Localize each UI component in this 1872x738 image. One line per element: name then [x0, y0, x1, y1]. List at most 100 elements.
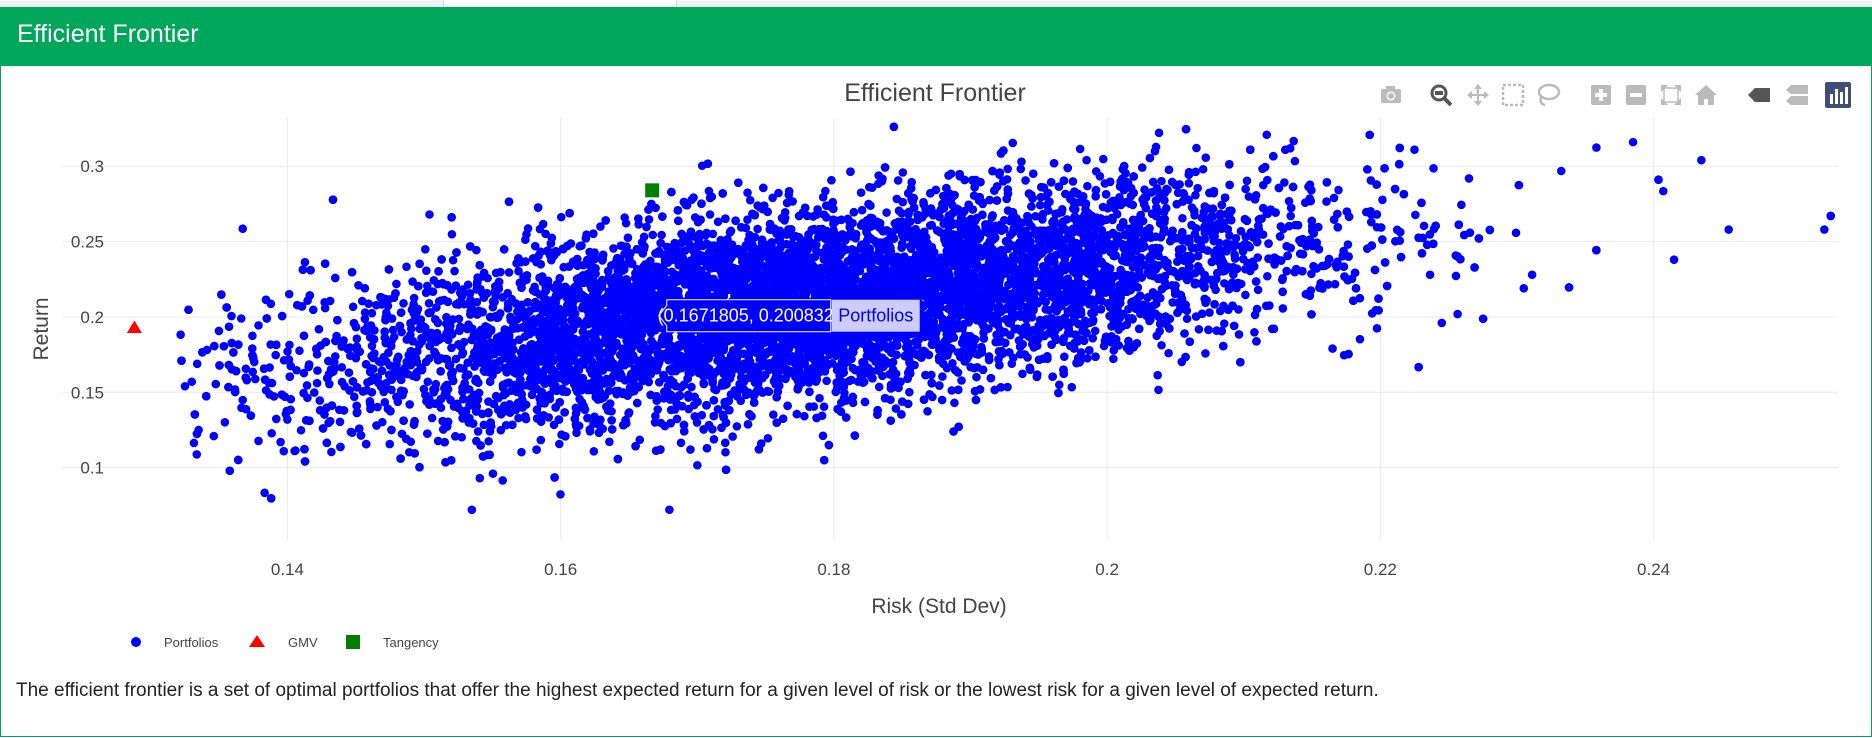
- portfolio-point: [192, 359, 202, 369]
- portfolio-point: [800, 411, 809, 421]
- portfolio-point: [1242, 176, 1252, 186]
- x-tick-label: 0.24: [1637, 560, 1670, 579]
- portfolio-point: [1250, 328, 1259, 337]
- portfolio-point: [472, 245, 481, 255]
- portfolio-point: [713, 217, 723, 227]
- portfolio-point: [346, 427, 356, 437]
- portfolio-point: [451, 354, 461, 364]
- portfolio-point: [1015, 350, 1025, 359]
- portfolio-point: [1193, 183, 1202, 193]
- portfolio-point: [1008, 138, 1018, 148]
- portfolio-point: [1253, 285, 1263, 295]
- portfolio-point: [484, 436, 493, 446]
- x-tick-label: 0.16: [544, 560, 577, 579]
- portfolio-point: [1068, 177, 1078, 186]
- portfolio-point: [972, 372, 981, 382]
- portfolio-point: [1016, 164, 1026, 174]
- portfolio-point: [420, 244, 430, 254]
- portfolio-point: [433, 436, 443, 446]
- portfolio-point: [728, 432, 737, 441]
- portfolio-point: [1290, 156, 1300, 166]
- portfolio-point: [254, 321, 263, 330]
- portfolio-point: [1231, 234, 1241, 243]
- scatter-chart[interactable]: 0.14 0.16 0.18 0.2 0.22 0.240.10.150.20.250.3…: [0, 59, 1870, 679]
- portfolio-point: [947, 386, 957, 395]
- portfolio-point: [1307, 269, 1316, 279]
- chart-card: Efficient Frontier: [0, 7, 1872, 737]
- portfolio-point: [1511, 228, 1521, 238]
- portfolio-point: [308, 305, 318, 315]
- portfolio-point: [260, 488, 269, 498]
- portfolio-point: [556, 490, 565, 499]
- portfolio-point: [320, 303, 330, 313]
- portfolio-point: [291, 446, 300, 455]
- portfolio-point: [1278, 304, 1288, 313]
- portfolio-point: [1459, 230, 1469, 240]
- portfolio-point: [315, 396, 325, 405]
- x-tick-label: 0.18: [817, 560, 850, 579]
- portfolio-point: [709, 434, 719, 444]
- portfolio-point: [609, 244, 618, 253]
- portfolio-point: [905, 217, 915, 226]
- portfolio-point: [313, 366, 322, 375]
- portfolio-point: [399, 298, 408, 308]
- portfolio-point: [1028, 169, 1038, 178]
- portfolio-point: [367, 341, 377, 351]
- y-tick-label: 0.2: [80, 308, 104, 327]
- portfolio-point: [1059, 352, 1069, 362]
- portfolio-point: [427, 413, 437, 423]
- y-tick-label: 0.15: [71, 383, 104, 402]
- portfolio-point: [657, 230, 666, 240]
- portfolio-point: [192, 450, 202, 459]
- portfolio-point: [1075, 144, 1085, 154]
- portfolio-point: [299, 368, 309, 378]
- x-tick-label: 0.2: [1095, 560, 1119, 579]
- portfolio-point: [1201, 153, 1211, 163]
- portfolio-point: [267, 428, 276, 438]
- portfolio-point: [473, 427, 483, 436]
- portfolio-point: [1263, 271, 1272, 281]
- portfolio-point: [1372, 324, 1382, 333]
- portfolio-point: [596, 222, 605, 231]
- active-tab[interactable]: [443, 0, 677, 7]
- portfolio-point: [1023, 353, 1032, 362]
- portfolio-point: [705, 210, 715, 219]
- portfolio-point: [422, 266, 431, 275]
- portfolio-point: [475, 473, 485, 483]
- portfolio-point: [1152, 331, 1162, 341]
- tab-strip: [0, 0, 1872, 7]
- card-header: Efficient Frontier: [1, 7, 1871, 66]
- portfolio-point: [352, 334, 362, 343]
- portfolio-point: [504, 268, 514, 277]
- portfolio-point: [745, 195, 755, 205]
- portfolio-point: [833, 404, 842, 414]
- portfolios-series: [176, 122, 1836, 515]
- portfolio-point: [248, 367, 258, 377]
- portfolio-point: [1429, 164, 1438, 173]
- portfolio-point: [309, 388, 319, 397]
- portfolio-point: [176, 330, 185, 339]
- portfolio-point: [1334, 185, 1343, 195]
- portfolio-point: [891, 404, 901, 413]
- portfolio-point: [271, 414, 281, 424]
- portfolio-point: [423, 377, 433, 387]
- portfolio-point: [874, 179, 883, 189]
- portfolio-point: [349, 392, 359, 402]
- portfolio-point: [1157, 340, 1166, 350]
- portfolio-point: [402, 262, 411, 272]
- portfolio-point: [514, 266, 523, 276]
- x-tick-label: 0.22: [1364, 560, 1397, 579]
- portfolio-point: [337, 363, 347, 372]
- portfolio-point: [283, 347, 292, 356]
- portfolio-point: [541, 229, 550, 239]
- portfolio-point: [769, 410, 778, 419]
- portfolio-point: [514, 413, 523, 423]
- portfolio-point: [572, 428, 581, 438]
- portfolio-point: [348, 302, 358, 312]
- portfolio-point: [648, 230, 658, 240]
- portfolio-point: [327, 447, 336, 457]
- portfolio-point: [1556, 166, 1566, 176]
- portfolio-point: [187, 377, 197, 387]
- portfolio-point: [392, 279, 401, 289]
- portfolio-point: [1425, 270, 1435, 280]
